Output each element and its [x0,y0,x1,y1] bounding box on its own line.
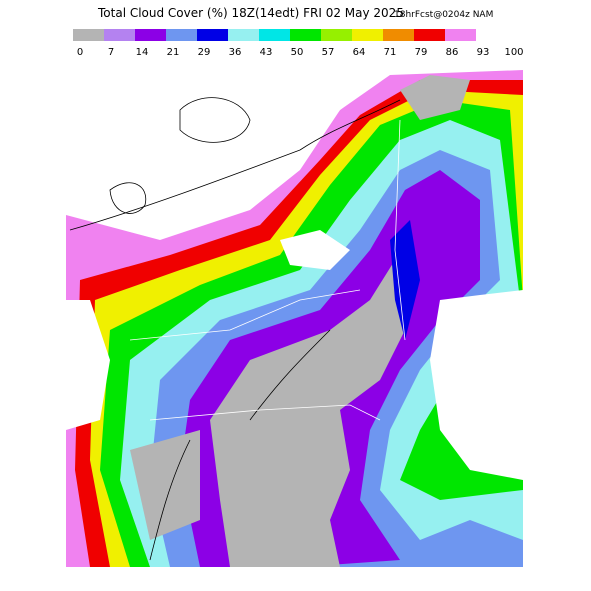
legend-label: 57 [322,47,335,58]
legend-label: 29 [198,47,211,58]
color-swatch [259,29,290,41]
color-swatch [321,29,352,41]
legend-label: 86 [446,47,459,58]
legend-label: 0 [77,47,83,58]
legend-label: 93 [477,47,490,58]
map-title: Total Cloud Cover (%) 18Z(14edt) FRI 02 … [97,6,404,20]
legend-label: 7 [108,47,114,58]
color-swatch [197,29,228,41]
cloud-cover-map [66,70,523,567]
legend-label: 14 [136,47,149,58]
legend-label: 71 [384,47,397,58]
color-swatch [383,29,414,41]
color-swatch [414,29,445,41]
legend-label: 79 [415,47,428,58]
cloud-fields [66,70,523,567]
legend-label: 64 [353,47,366,58]
color-swatch [290,29,321,41]
legend-label: 43 [260,47,273,58]
legend-label: 21 [167,47,180,58]
color-legend: 0 7 14 21 29 36 43 50 57 64 71 79 86 93 100 [73,29,524,58]
color-swatch [445,29,476,41]
color-swatch [135,29,166,41]
map-subtitle: 18hrFcst@0204z NAM [394,10,493,20]
legend-label: 100 [504,47,523,58]
color-swatch [104,29,135,41]
color-swatch [228,29,259,41]
color-swatch [73,29,104,41]
legend-label: 50 [291,47,304,58]
color-swatch [352,29,383,41]
color-swatch [166,29,197,41]
legend-label: 36 [229,47,242,58]
